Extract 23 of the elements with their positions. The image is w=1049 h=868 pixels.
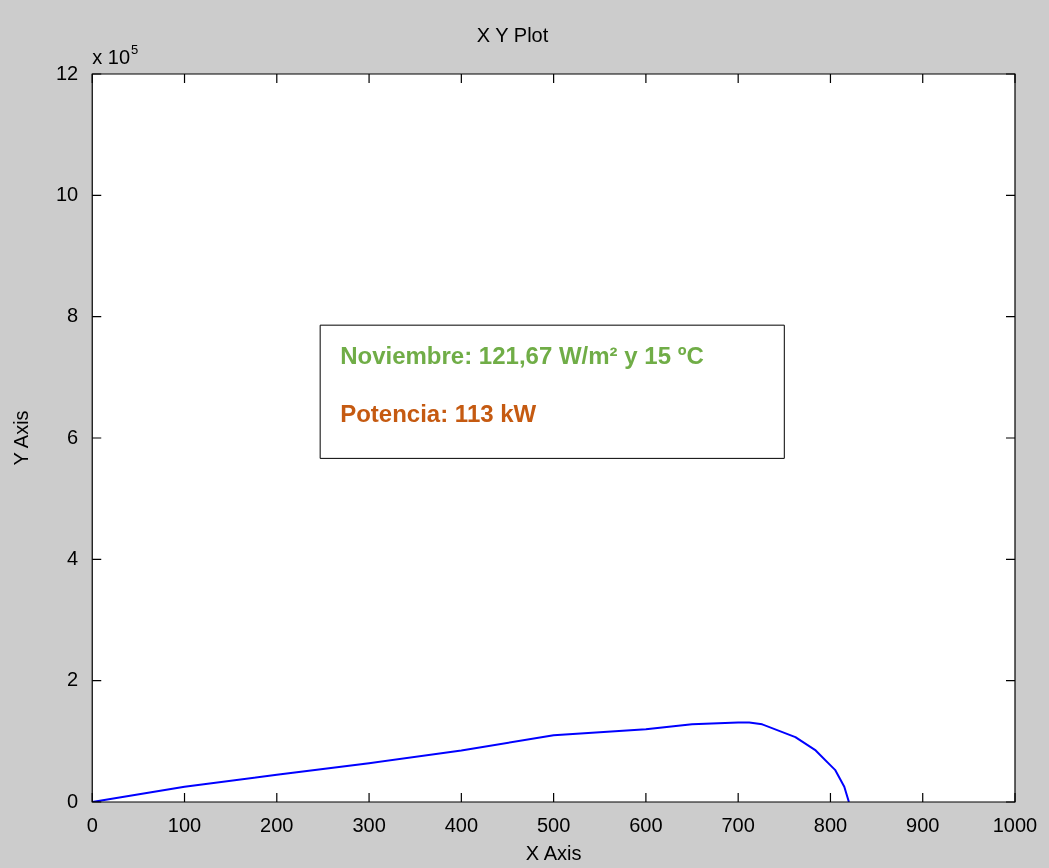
y-tick-label: 0 <box>67 789 79 812</box>
x-tick-label: 900 <box>906 813 940 836</box>
y-tick-label: 6 <box>67 425 79 448</box>
x-tick-label: 600 <box>629 813 663 836</box>
x-tick-label: 0 <box>86 813 98 836</box>
x-tick-label: 100 <box>167 813 202 836</box>
x-tick-label: 400 <box>444 813 479 836</box>
annotation: Noviembre: 121,67 W/m² y 15 ºC <box>340 341 704 369</box>
y-tick-label: 4 <box>67 546 79 569</box>
y-tick-label: 8 <box>67 304 79 327</box>
annotation: Potencia: 113 kW <box>340 399 537 427</box>
x-tick-label: 800 <box>813 813 848 836</box>
y-tick-label: 2 <box>67 668 79 691</box>
x-tick-label: 500 <box>536 813 571 836</box>
y-tick-label: 10 <box>56 182 79 205</box>
y-axis-title: Y Axis <box>9 410 32 466</box>
chart-title: X Y Plot <box>476 23 549 46</box>
x-tick-label: 1000 <box>992 813 1038 836</box>
x-tick-label: 300 <box>352 813 386 836</box>
y-tick-label: 12 <box>56 61 79 84</box>
x-tick-label: 700 <box>721 813 755 836</box>
x-tick-label: 200 <box>260 813 294 836</box>
x-axis-title: X Axis <box>525 841 582 864</box>
